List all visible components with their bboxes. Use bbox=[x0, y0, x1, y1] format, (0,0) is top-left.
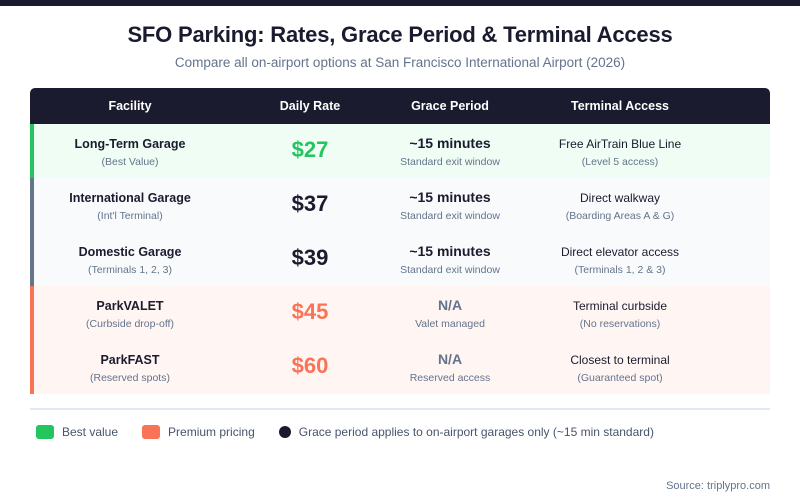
best-value-accent bbox=[30, 124, 34, 178]
terminal-note: (No reservations) bbox=[579, 318, 661, 330]
grace-period: ~15 minutes bbox=[409, 189, 491, 205]
grace-note: Valet managed bbox=[415, 318, 485, 330]
daily-rate: $45 bbox=[291, 299, 329, 324]
legend-label: Best value bbox=[62, 425, 119, 439]
green-square-icon bbox=[36, 425, 54, 439]
facility-name: Long-Term Garage bbox=[74, 137, 186, 151]
page-title: SFO Parking: Rates, Grace Period & Termi… bbox=[127, 22, 673, 47]
facility-name: International Garage bbox=[69, 191, 191, 205]
table-header: Facility Daily Rate Grace Period Termina… bbox=[30, 88, 770, 124]
terminal-cell: Terminal curbside (No reservations) bbox=[530, 286, 710, 340]
table-row: Domestic Garage (Terminals 1, 2, 3) $39 … bbox=[30, 232, 770, 286]
terminal-access: Direct elevator access bbox=[560, 245, 680, 259]
terminal-access: Free AirTrain Blue Line bbox=[558, 137, 682, 151]
daily-rate: $39 bbox=[291, 245, 329, 270]
facility-note: (Curbside drop-off) bbox=[86, 318, 174, 330]
facility-name: ParkFAST bbox=[100, 353, 160, 367]
page-subtitle: Compare all on-airport options at San Fr… bbox=[174, 55, 626, 70]
facility-name: ParkVALET bbox=[96, 299, 164, 313]
daily-rate: $37 bbox=[291, 191, 329, 216]
premium-accent bbox=[30, 286, 34, 340]
daily-rate: $27 bbox=[291, 137, 329, 162]
grace-period: ~15 minutes bbox=[409, 135, 491, 151]
grace-note: Standard exit window bbox=[400, 156, 500, 168]
facility-cell: Long-Term Garage (Best Value) bbox=[30, 124, 230, 178]
table-row: ParkFAST (Reserved spots) $60 N/A Reserv… bbox=[30, 340, 770, 394]
grace-note: Standard exit window bbox=[400, 210, 500, 222]
facility-cell: Domestic Garage (Terminals 1, 2, 3) bbox=[30, 232, 230, 286]
grace-note: Reserved access bbox=[409, 372, 491, 384]
terminal-cell: Direct elevator access (Terminals 1, 2 &… bbox=[530, 232, 710, 286]
column-header-terminal-access: Terminal Access bbox=[571, 99, 669, 113]
source-credit: Source: triplypro.com bbox=[666, 480, 770, 492]
terminal-cell: Direct walkway (Boarding Areas A & G) bbox=[530, 178, 710, 232]
rate-cell: $39 bbox=[230, 232, 390, 286]
grace-cell: ~15 minutes Standard exit window bbox=[370, 178, 530, 232]
terminal-note: (Guaranteed spot) bbox=[577, 372, 663, 384]
facility-name: Domestic Garage bbox=[78, 245, 182, 259]
facility-note: (Terminals 1, 2, 3) bbox=[87, 264, 173, 276]
terminal-access: Terminal curbside bbox=[572, 299, 668, 313]
terminal-cell: Free AirTrain Blue Line (Level 5 access) bbox=[530, 124, 710, 178]
terminal-note: (Boarding Areas A & G) bbox=[565, 210, 675, 222]
orange-square-icon bbox=[142, 425, 161, 439]
legend-divider bbox=[30, 408, 770, 410]
grace-cell: N/A Valet managed bbox=[370, 286, 530, 340]
standard-accent bbox=[30, 178, 34, 232]
legend-label: Grace period applies to on-airport garag… bbox=[298, 425, 654, 439]
legend: Best value Premium pricing Grace period … bbox=[36, 424, 678, 440]
rate-cell: $60 bbox=[230, 340, 390, 394]
facility-cell: ParkFAST (Reserved spots) bbox=[30, 340, 230, 394]
grace-cell: N/A Reserved access bbox=[370, 340, 530, 394]
premium-accent bbox=[30, 340, 34, 394]
column-header-facility: Facility bbox=[108, 99, 152, 113]
rate-cell: $27 bbox=[230, 124, 390, 178]
rate-cell: $45 bbox=[230, 286, 390, 340]
dark-circle-icon bbox=[278, 426, 291, 438]
legend-item-best-value: Best value bbox=[36, 425, 118, 439]
terminal-note: (Level 5 access) bbox=[581, 156, 659, 168]
column-header-daily-rate: Daily Rate bbox=[279, 99, 341, 113]
top-accent-bar bbox=[0, 0, 800, 6]
grace-period: N/A bbox=[437, 297, 463, 313]
facility-note: (Int'l Terminal) bbox=[97, 210, 163, 222]
grace-period: ~15 minutes bbox=[409, 243, 491, 259]
facility-note: (Reserved spots) bbox=[90, 372, 170, 384]
legend-item-premium: Premium pricing bbox=[142, 425, 255, 439]
table-row: International Garage (Int'l Terminal) $3… bbox=[30, 178, 770, 232]
legend-label: Premium pricing bbox=[168, 425, 255, 439]
facility-cell: ParkVALET (Curbside drop-off) bbox=[30, 286, 230, 340]
terminal-access: Closest to terminal bbox=[570, 353, 670, 367]
facility-note: (Best Value) bbox=[101, 156, 159, 168]
grace-note: Standard exit window bbox=[400, 264, 500, 276]
daily-rate: $60 bbox=[291, 353, 329, 378]
table-row: Long-Term Garage (Best Value) $27 ~15 mi… bbox=[30, 124, 770, 178]
legend-item-grace-note: Grace period applies to on-airport garag… bbox=[278, 425, 654, 439]
terminal-access: Direct walkway bbox=[579, 191, 660, 205]
terminal-cell: Closest to terminal (Guaranteed spot) bbox=[530, 340, 710, 394]
facility-cell: International Garage (Int'l Terminal) bbox=[30, 178, 230, 232]
rate-cell: $37 bbox=[230, 178, 390, 232]
grace-cell: ~15 minutes Standard exit window bbox=[370, 232, 530, 286]
table-row: ParkVALET (Curbside drop-off) $45 N/A Va… bbox=[30, 286, 770, 340]
standard-accent bbox=[30, 232, 34, 286]
comparison-table: Facility Daily Rate Grace Period Termina… bbox=[30, 88, 770, 394]
grace-cell: ~15 minutes Standard exit window bbox=[370, 124, 530, 178]
terminal-note: (Terminals 1, 2 & 3) bbox=[574, 264, 666, 276]
column-header-grace-period: Grace Period bbox=[411, 99, 489, 113]
grace-period: N/A bbox=[437, 351, 463, 367]
